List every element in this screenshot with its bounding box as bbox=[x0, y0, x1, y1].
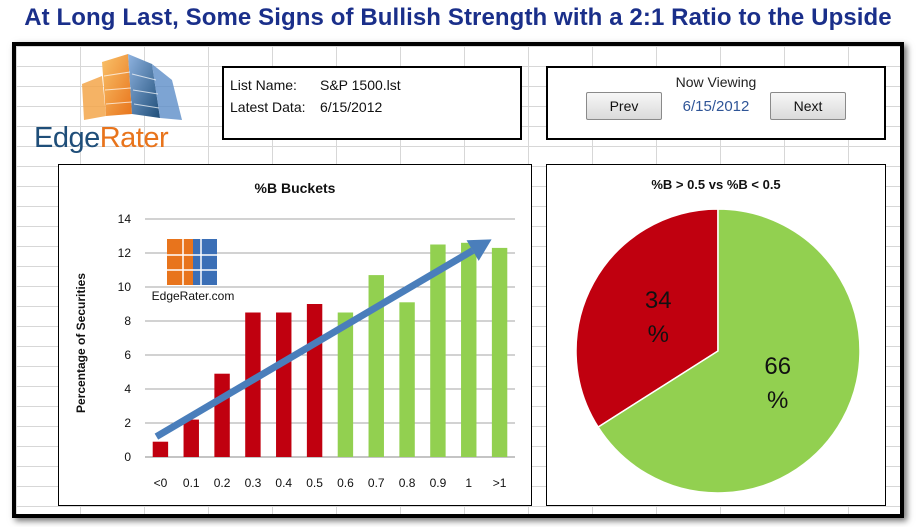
x-tick-label: 1 bbox=[465, 476, 472, 490]
bar-chart-y-axis-label: Percentage of Securities bbox=[74, 273, 88, 413]
bar-0.3 bbox=[245, 312, 261, 457]
x-tick-label: 0.4 bbox=[275, 476, 292, 490]
bar-0.6 bbox=[337, 312, 354, 457]
bar-0.2 bbox=[214, 373, 230, 457]
trend-arrow-head bbox=[466, 239, 492, 261]
spreadsheet-dashboard: EdgeRater List Name: S&P 1500.lst Latest… bbox=[12, 42, 904, 518]
next-button[interactable]: Next bbox=[770, 92, 846, 120]
x-tick-label: 0.7 bbox=[368, 476, 385, 490]
percent-b-split-pie-chart: %B > 0.5 vs %B < 0.5 34 % 66% bbox=[575, 177, 861, 494]
pie-labels: 34 % 66% bbox=[645, 287, 791, 414]
bar-<0 bbox=[152, 441, 169, 457]
pie-slice-label: 34% bbox=[645, 287, 672, 348]
list-name-label: List Name: bbox=[230, 77, 297, 93]
y-tick-label: 6 bbox=[124, 348, 131, 362]
y-tick-label: 12 bbox=[118, 246, 132, 260]
logo-wordmark: EdgeRater bbox=[34, 122, 169, 154]
trend-arrow bbox=[154, 239, 492, 440]
watermark-logo-grid bbox=[167, 239, 217, 285]
watermark-logo-blue bbox=[193, 239, 217, 285]
pie-slice-label: 66% bbox=[764, 353, 791, 414]
edgerater-watermark: EdgeRater.com bbox=[152, 239, 235, 303]
trend-arrow-shaft bbox=[154, 247, 475, 440]
y-tick-label: 4 bbox=[124, 382, 131, 396]
bar-0.7 bbox=[368, 275, 384, 457]
percent-b-buckets-chart: %B Buckets Percentage of Securities 0 2 4 6… bbox=[74, 180, 515, 490]
pie-chart-panel: %B > 0.5 vs %B < 0.5 34% 66% bbox=[546, 164, 886, 506]
watermark-text: EdgeRater.com bbox=[152, 289, 235, 303]
x-tick-label: 0.9 bbox=[430, 476, 447, 490]
pie-slice-66 bbox=[597, 208, 861, 494]
latest-data-label: Latest Data: bbox=[230, 99, 306, 115]
pie-slice-34 bbox=[575, 208, 719, 429]
x-tick-label: >1 bbox=[493, 476, 507, 490]
pie-chart-title: %B > 0.5 vs %B < 0.5 bbox=[651, 177, 780, 192]
prev-button[interactable]: Prev bbox=[586, 92, 662, 120]
latest-data-row: Latest Data: 6/15/2012 bbox=[230, 96, 514, 118]
y-tick-label: 10 bbox=[118, 280, 132, 294]
list-name-value: S&P 1500.lst bbox=[320, 77, 401, 93]
bar-chart-x-ticks: <0 0.1 0.2 0.3 0.4 0.5 0.6 0.7 0.8 0.9 1 >1 bbox=[154, 476, 507, 490]
list-info-box: List Name: S&P 1500.lst Latest Data: 6/1… bbox=[222, 66, 522, 140]
x-tick-label: 0.6 bbox=[337, 476, 354, 490]
viewing-date: 6/15/2012 bbox=[682, 98, 750, 115]
bar->1 bbox=[491, 247, 508, 457]
bar-0.4 bbox=[276, 312, 292, 457]
x-tick-label: <0 bbox=[154, 476, 168, 490]
list-name-row: List Name: S&P 1500.lst bbox=[230, 74, 514, 96]
bar-0.1 bbox=[183, 419, 199, 457]
bar-1 bbox=[461, 242, 477, 457]
y-tick-label: 2 bbox=[124, 416, 131, 430]
bar-0.8 bbox=[399, 302, 415, 457]
date-navigator: Now Viewing Prev 6/15/2012 Next bbox=[546, 66, 886, 140]
x-tick-label: 0.2 bbox=[214, 476, 231, 490]
bar-chart-y-ticks: 0 2 4 6 8 10 12 14 bbox=[118, 212, 132, 464]
bar-0.5 bbox=[306, 304, 323, 457]
logo-building-icon bbox=[82, 54, 182, 120]
y-tick-label: 8 bbox=[124, 314, 131, 328]
bar-chart-title: %B Buckets bbox=[255, 180, 336, 196]
x-tick-label: 0.8 bbox=[399, 476, 416, 490]
y-tick-label: 14 bbox=[118, 212, 132, 226]
latest-data-value: 6/15/2012 bbox=[320, 99, 383, 115]
x-tick-label: 0.3 bbox=[245, 476, 262, 490]
x-tick-label: 0.5 bbox=[306, 476, 323, 490]
bar-chart-panel: %B Buckets Percentage of Securities 0 2 4 6… bbox=[58, 164, 532, 506]
now-viewing-label: Now Viewing bbox=[675, 74, 757, 90]
page-headline: At Long Last, Some Signs of Bullish Stre… bbox=[24, 4, 892, 31]
pie-slices bbox=[575, 208, 861, 494]
x-tick-label: 0.1 bbox=[183, 476, 200, 490]
bar-0.9 bbox=[430, 244, 446, 457]
y-tick-label: 0 bbox=[124, 450, 131, 464]
edgerater-logo: EdgeRater bbox=[32, 54, 202, 154]
